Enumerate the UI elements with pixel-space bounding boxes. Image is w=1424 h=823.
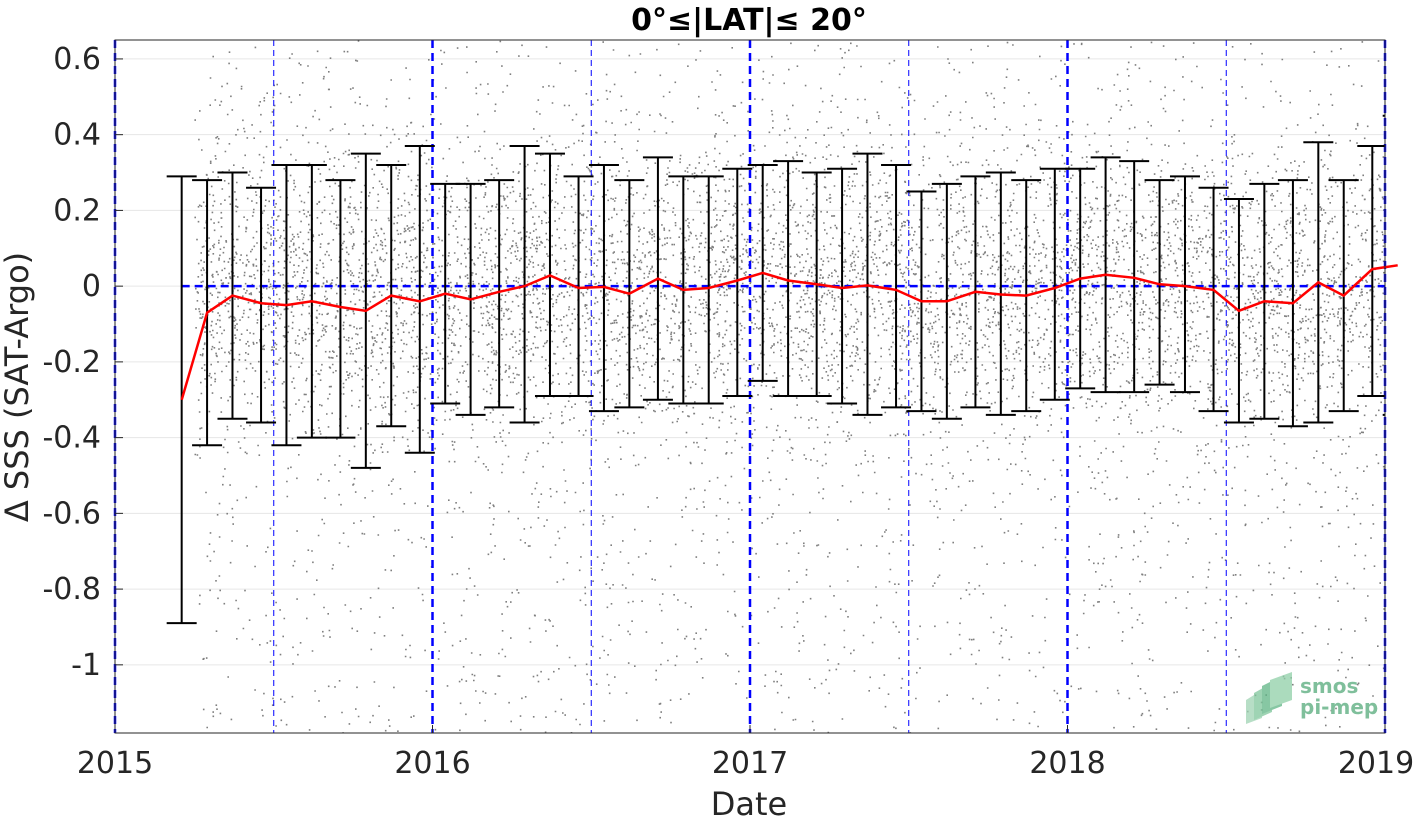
error-bar [325, 179, 356, 439]
logo-line-2: pi-mep [1300, 695, 1378, 719]
y-tick-label: -0.4 [42, 421, 101, 456]
y-tick-label: 0 [82, 269, 101, 304]
reference-lines-layer [113, 40, 1387, 733]
x-axis-label: Date [711, 785, 787, 819]
scatter-layer [194, 40, 1385, 733]
x-tick-label: 2017 [712, 746, 788, 781]
y-tick-label: 0.2 [53, 193, 101, 228]
scatter-points [194, 40, 1385, 733]
error-bar [484, 179, 515, 409]
error-bar [404, 145, 435, 454]
error-bar [1357, 145, 1385, 397]
y-axis-label: Δ SSS (SAT-Argo) [0, 252, 36, 522]
error-bar [1039, 167, 1070, 401]
chart-title: 0°≤|LAT|≤ 20° [631, 3, 867, 38]
y-tick-label: -0.6 [42, 496, 101, 531]
x-tick-label: 2015 [77, 746, 153, 781]
y-tick-label: -0.8 [42, 572, 101, 607]
error-bar [509, 145, 540, 424]
error-bar [722, 167, 753, 397]
smos-pi-mep-logo: smos pi-mep [1246, 672, 1378, 724]
logo-line-1: smos [1300, 674, 1358, 698]
y-tick-label: 0.4 [53, 118, 101, 153]
y-tick-labels: 0.6 0.4 0.2 0 -0.2 -0.4 -0.6 -0.8 -1 [42, 42, 123, 683]
error-bar [773, 160, 804, 397]
logo-icon [1246, 672, 1292, 724]
x-tick-label: 2018 [1029, 746, 1105, 781]
x-tick-labels: 2015 2016 2017 2018 2019 [77, 725, 1414, 781]
monthly-mean-line [180, 264, 1398, 401]
error-bar [246, 186, 277, 424]
error-bar [1144, 179, 1175, 386]
error-bar [563, 175, 594, 397]
y-tick-label: -0.2 [42, 345, 101, 380]
y-tick-label: -1 [71, 648, 101, 683]
x-tick-label: 2016 [394, 746, 470, 781]
mean-line-layer [180, 264, 1398, 401]
error-bar [1198, 186, 1229, 413]
y-tick-label: 0.6 [53, 42, 101, 77]
x-tick-label: 2019 [1338, 746, 1414, 781]
error-bar [881, 163, 912, 409]
error-bar [693, 175, 724, 405]
error-bar [1169, 175, 1200, 394]
error-bar [827, 167, 858, 405]
